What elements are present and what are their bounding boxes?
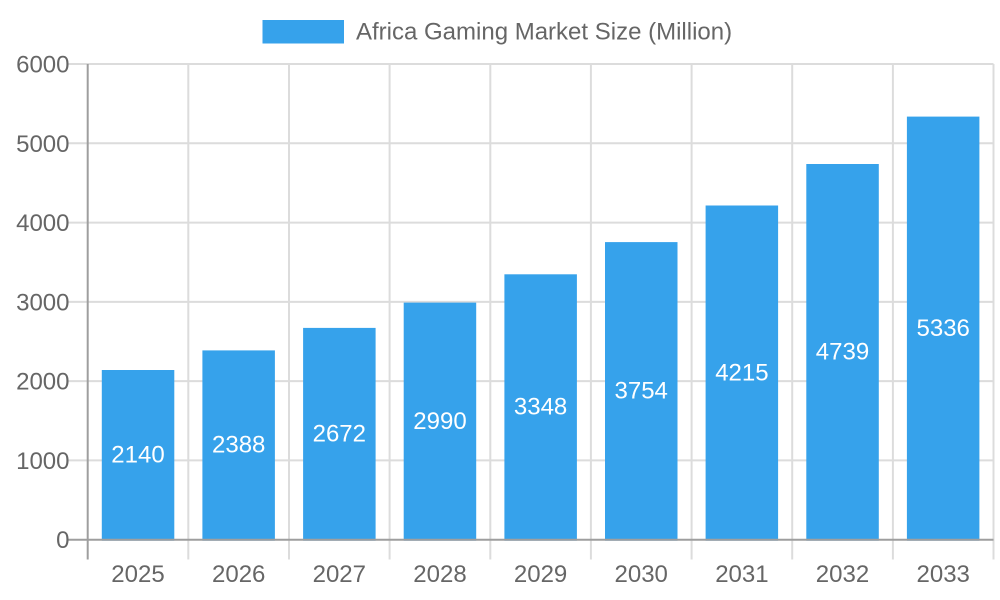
svg-text:2031: 2031 <box>715 561 768 588</box>
svg-text:3754: 3754 <box>615 378 668 405</box>
svg-text:2388: 2388 <box>212 432 265 459</box>
svg-text:4215: 4215 <box>715 359 768 386</box>
svg-text:2029: 2029 <box>514 561 567 588</box>
svg-text:0: 0 <box>56 527 69 554</box>
svg-text:3000: 3000 <box>16 289 69 316</box>
svg-text:4739: 4739 <box>816 339 869 366</box>
svg-text:2672: 2672 <box>313 421 366 448</box>
svg-text:4000: 4000 <box>16 210 69 237</box>
svg-text:2000: 2000 <box>16 369 69 396</box>
svg-text:5336: 5336 <box>917 315 970 342</box>
svg-text:2990: 2990 <box>413 408 466 435</box>
svg-text:Africa Gaming Market Size (Mil: Africa Gaming Market Size (Million) <box>356 19 732 46</box>
svg-text:2032: 2032 <box>816 561 869 588</box>
svg-text:3348: 3348 <box>514 394 567 421</box>
svg-text:5000: 5000 <box>16 131 69 158</box>
svg-text:2028: 2028 <box>413 561 466 588</box>
svg-text:2025: 2025 <box>111 561 164 588</box>
svg-text:2140: 2140 <box>111 442 164 469</box>
svg-text:2026: 2026 <box>212 561 265 588</box>
svg-text:1000: 1000 <box>16 448 69 475</box>
svg-text:2030: 2030 <box>615 561 668 588</box>
svg-text:2027: 2027 <box>313 561 366 588</box>
svg-text:6000: 6000 <box>16 52 69 79</box>
svg-text:2033: 2033 <box>917 561 970 588</box>
